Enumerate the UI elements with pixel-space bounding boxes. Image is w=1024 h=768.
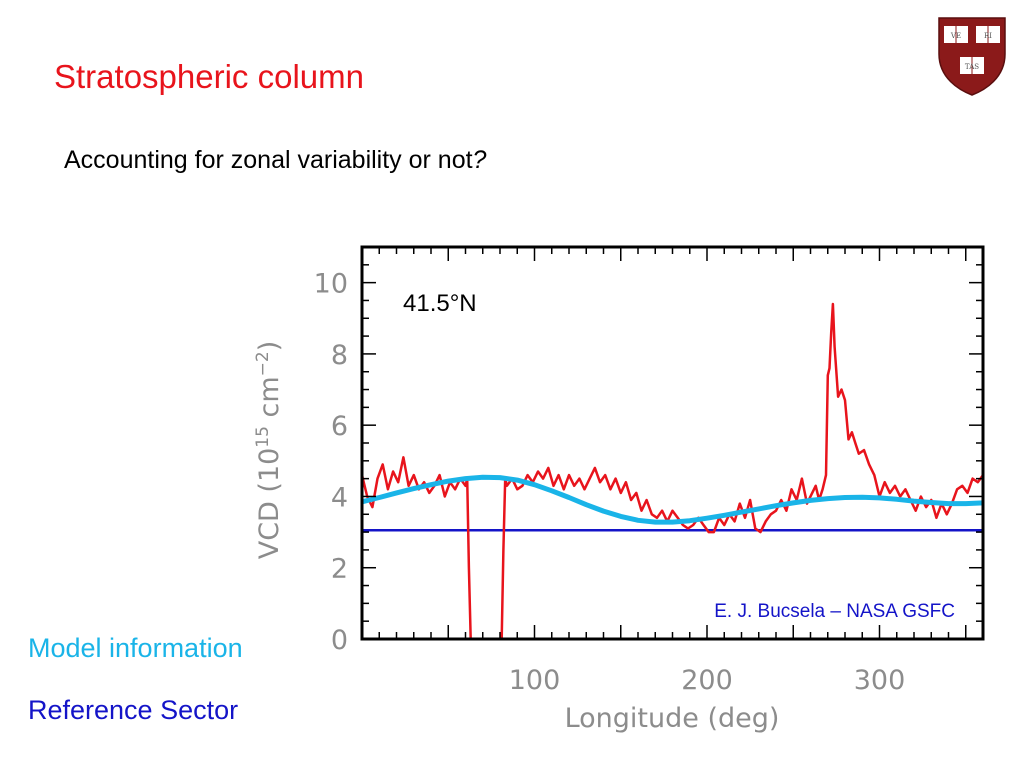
x-tick-label: 200 xyxy=(681,665,733,696)
y-tick-label: 0 xyxy=(331,625,348,656)
harvard-shield-logo: VE RI TAS xyxy=(938,17,1006,96)
x-tick-label: 300 xyxy=(854,665,906,696)
series-observed-line xyxy=(362,302,983,639)
y-tick-label: 10 xyxy=(314,269,348,300)
tick-layer xyxy=(362,246,983,640)
y-axis-label: VCD (1015 cm−2) xyxy=(253,341,285,560)
credit-label: E. J. Bucsela – NASA GSFC xyxy=(714,601,955,622)
x-axis-label: Longitude (deg) xyxy=(565,703,780,734)
x-tick-label: 100 xyxy=(509,665,561,696)
slide-subtitle: Accounting for zonal variability or not? xyxy=(64,146,486,175)
slide-title: Stratospheric column xyxy=(54,58,364,95)
y-tick-label: 6 xyxy=(331,411,348,442)
y-label-main: VCD (10 xyxy=(254,448,285,560)
logo-text-ve: VE xyxy=(950,32,961,40)
y-tick-label: 8 xyxy=(331,340,348,371)
legend-model-information: Model information xyxy=(28,633,243,663)
series-layer xyxy=(362,302,983,639)
y-label-unit: cm xyxy=(254,376,285,426)
series-model-line xyxy=(362,474,983,525)
logo-text-ri: RI xyxy=(984,32,992,40)
y-label-exp: 15 xyxy=(253,426,273,448)
legend-reference-sector: Reference Sector xyxy=(28,695,239,725)
logo-text-tas: TAS xyxy=(965,63,979,71)
y-label-unit-exp: −2 xyxy=(253,351,273,376)
y-label-close: ) xyxy=(254,341,285,352)
tick-label-layer: 0 2 4 6 8 10 100 200 300 xyxy=(314,269,906,696)
y-tick-label: 2 xyxy=(331,554,348,585)
annotation-latitude: 41.5°N xyxy=(403,290,477,317)
y-tick-label: 4 xyxy=(331,482,348,513)
subtitle-question-mark: ? xyxy=(472,146,487,174)
subtitle-text: Accounting for zonal variability or not xyxy=(64,146,473,174)
